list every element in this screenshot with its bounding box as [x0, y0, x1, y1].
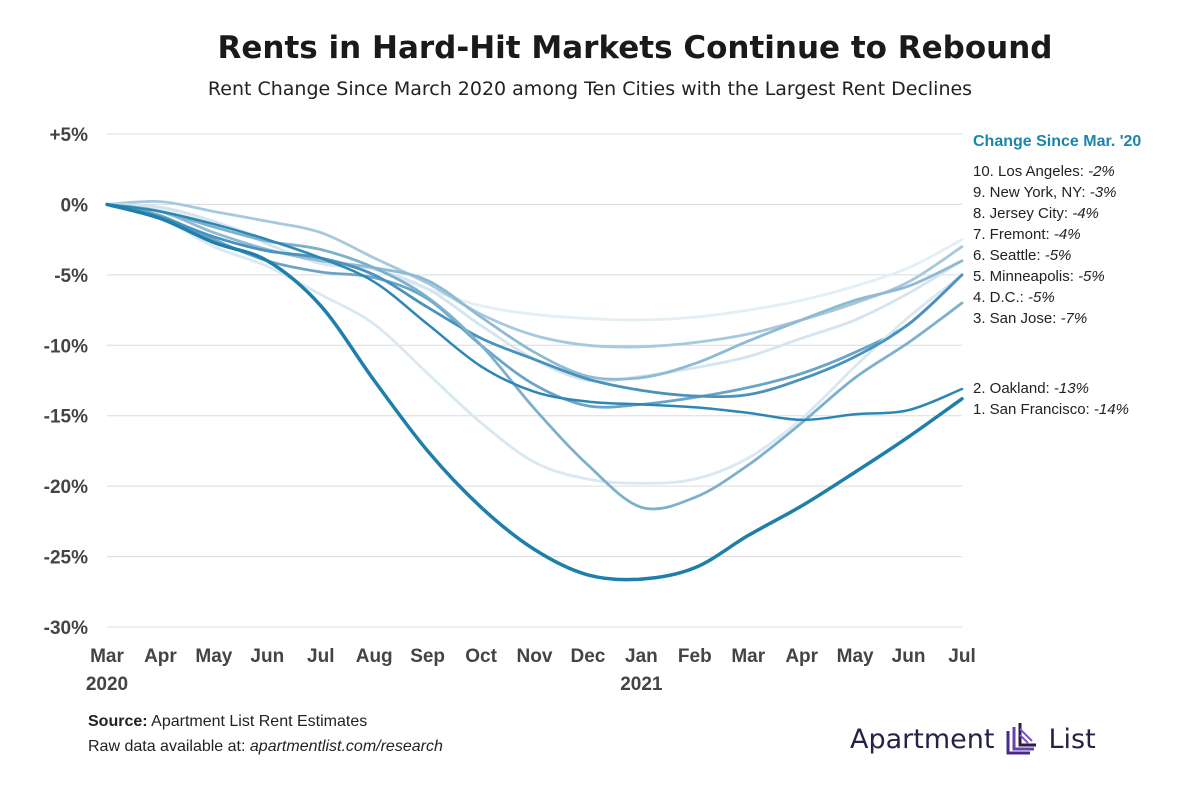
gridlines	[107, 133, 962, 628]
raw-data-note: Raw data available at: apartmentlist.com…	[88, 738, 443, 756]
x-tick-label: Aug	[356, 646, 393, 667]
legend: Change Since Mar. '20 10. Los Angeles: -2…	[973, 133, 1141, 418]
legend-entry: 9. New York, NY: -3%	[973, 184, 1116, 201]
y-axis-ticks: +5% 0% -5% -10% -15% -20% -25% -30%	[44, 125, 88, 639]
series-line-los-angeles	[105, 203, 964, 322]
raw-label: Raw data available at:	[88, 738, 246, 755]
legend-entry: 7. Fremont: -4%	[973, 226, 1081, 243]
series-line-d-c	[105, 203, 964, 399]
y-tick-label: -30%	[44, 618, 88, 639]
x-tick-label: Apr	[144, 646, 177, 667]
y-tick-label: -25%	[44, 548, 88, 569]
series-line-oakland	[105, 203, 964, 422]
series-line-minneapolis	[105, 203, 964, 485]
y-tick-label: -20%	[44, 477, 88, 498]
y-tick-label: +5%	[49, 125, 88, 146]
source-note: Source: Apartment List Rent Estimates	[88, 713, 367, 731]
x-tick-label: Nov	[517, 646, 553, 667]
x-tick-label: Mar	[90, 646, 124, 667]
apartment-list-logo: Apartment List	[850, 718, 1096, 760]
x-tick-label: May	[837, 646, 874, 667]
building-icon	[1006, 723, 1037, 755]
legend-entry: 8. Jersey City: -4%	[973, 205, 1099, 222]
x-tick-label: Apr	[785, 646, 818, 667]
x-axis-ticks: Mar Apr May Jun Jul Aug Sep Oct Nov Dec Jan Feb Mar A…	[86, 646, 976, 695]
x-tick-label: Jun	[250, 646, 284, 667]
source-label: Source:	[88, 713, 148, 730]
x-tick-label: Jan	[625, 646, 658, 667]
x-year-label: 2021	[620, 674, 663, 695]
chart-title: Rents in Hard-Hit Markets Continue to Re…	[217, 30, 1053, 66]
series-line-san-francisco	[105, 202, 964, 582]
x-tick-label: Dec	[571, 646, 606, 667]
logo-word-right: List	[1048, 723, 1096, 755]
series-lines	[105, 199, 964, 582]
chart-subtitle: Rent Change Since March 2020 among Ten C…	[207, 78, 973, 100]
raw-url: apartmentlist.com/research	[249, 738, 443, 755]
legend-entry: 4. D.C.: -5%	[973, 289, 1055, 306]
y-tick-label: -10%	[44, 336, 88, 357]
x-tick-label: May	[195, 646, 232, 667]
x-tick-label: Jun	[892, 646, 926, 667]
y-tick-label: -5%	[54, 266, 88, 287]
legend-entry: 10. Los Angeles: -2%	[973, 163, 1115, 180]
y-tick-label: 0%	[61, 195, 89, 216]
x-year-label: 2020	[86, 674, 128, 695]
series-line-new-york-ny	[105, 199, 964, 349]
x-tick-label: Oct	[465, 646, 497, 667]
legend-entry: 3. San Jose: -7%	[973, 310, 1087, 327]
x-tick-label: Mar	[731, 646, 765, 667]
logo-word-left: Apartment	[850, 723, 995, 755]
x-tick-label: Feb	[678, 646, 712, 667]
series-line-san-jose	[105, 203, 964, 511]
x-tick-label: Jul	[307, 646, 334, 667]
legend-entry: 5. Minneapolis: -5%	[973, 268, 1105, 285]
series-line-seattle	[105, 203, 964, 409]
y-tick-label: -15%	[44, 407, 88, 428]
x-tick-label: Sep	[410, 646, 445, 667]
source-text: Apartment List Rent Estimates	[151, 713, 368, 730]
legend-entry: 6. Seattle: -5%	[973, 247, 1071, 264]
series-line-fremont	[105, 203, 964, 381]
legend-title: Change Since Mar. '20	[973, 133, 1141, 150]
legend-entry: 1. San Francisco: -14%	[973, 401, 1129, 418]
x-tick-label: Jul	[948, 646, 975, 667]
legend-entry: 2. Oakland: -13%	[973, 380, 1089, 397]
